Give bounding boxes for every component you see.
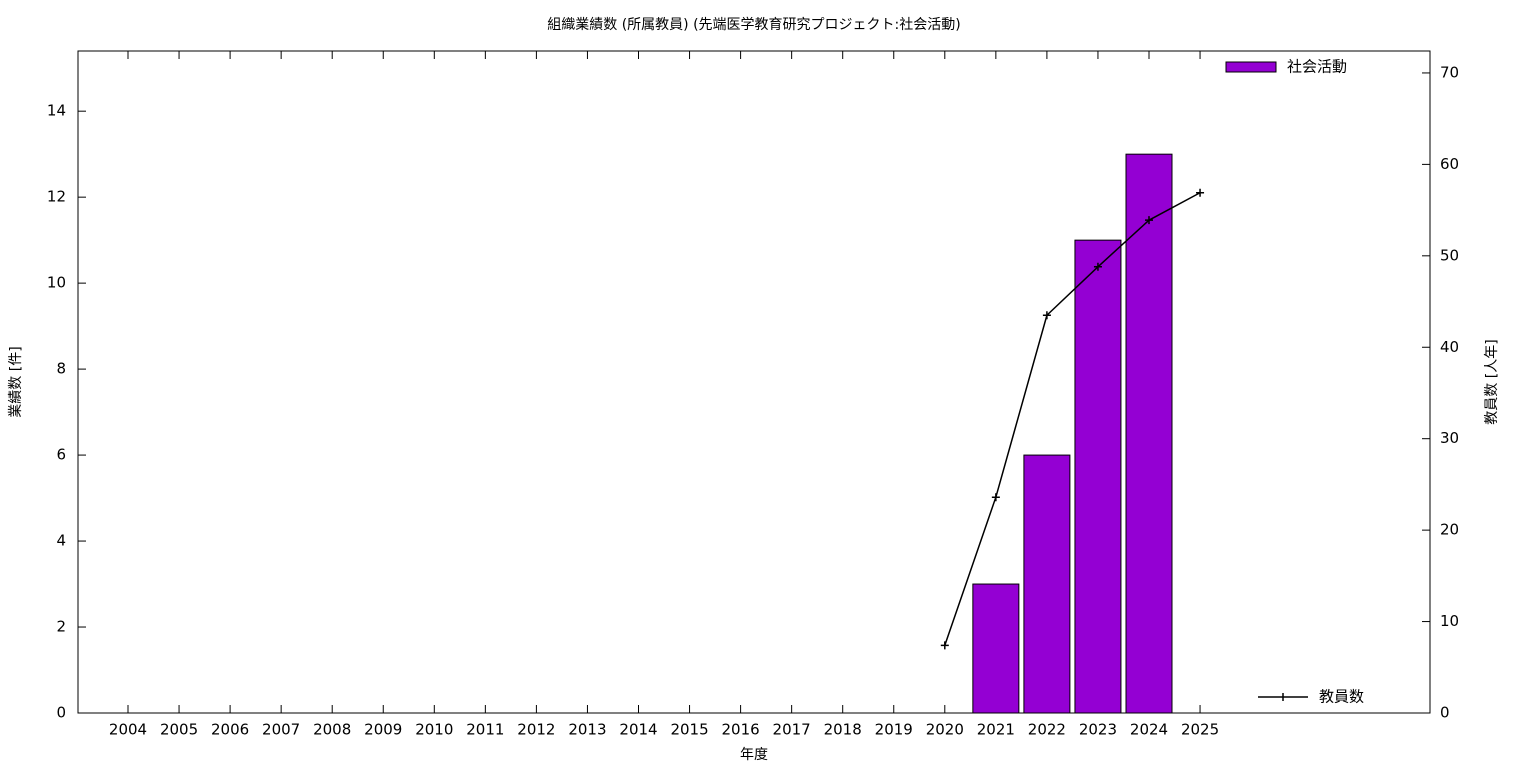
- x-tick-label: 2014: [619, 721, 657, 739]
- y2-tick-label: 60: [1440, 155, 1459, 173]
- y-tick-label: 6: [56, 446, 66, 464]
- x-tick-label: 2006: [211, 721, 249, 739]
- y-tick-label: 12: [47, 188, 66, 206]
- x-tick-label: 2017: [773, 721, 811, 739]
- y-tick-label: 8: [56, 360, 66, 378]
- legend-line: [1258, 693, 1308, 701]
- y-tick-label: 4: [56, 532, 66, 550]
- legend-label: 社会活動: [1287, 58, 1347, 76]
- point: [991, 493, 1000, 502]
- point: [1093, 262, 1102, 271]
- y-tick-label: 2: [56, 618, 66, 636]
- y2-tick-label: 40: [1440, 338, 1459, 356]
- y-tick-label: 0: [56, 704, 66, 722]
- x-tick-label: 2025: [1181, 721, 1219, 739]
- bar: [1125, 153, 1173, 714]
- legend-label: 教員数: [1319, 688, 1364, 706]
- y2-tick-label: 20: [1440, 521, 1459, 539]
- x-tick-label: 2013: [568, 721, 606, 739]
- y2-tick-label: 50: [1440, 246, 1459, 264]
- y2-tick-label: 30: [1440, 429, 1459, 447]
- point: [1196, 188, 1205, 197]
- bar: [1074, 239, 1122, 714]
- chart-title: 組織業績数 (所属教員) (先端医学教育研究プロジェクト:社会活動): [547, 17, 960, 33]
- bar: [1023, 454, 1071, 714]
- x-tick-label: 2011: [466, 721, 504, 739]
- point: [940, 641, 949, 650]
- x-tick-label: 2015: [670, 721, 708, 739]
- x-tick-label: 2018: [824, 721, 862, 739]
- x-tick-label: 2020: [926, 721, 964, 739]
- x-tick-label: 2008: [313, 721, 351, 739]
- x-tick-label: 2019: [875, 721, 913, 739]
- x-tick-label: 2023: [1079, 721, 1117, 739]
- legend-swatch: [1225, 61, 1277, 73]
- x-tick-label: 2005: [160, 721, 198, 739]
- y-tick-label: 14: [47, 102, 66, 120]
- x-tick-label: 2024: [1130, 721, 1168, 739]
- y2-tick-label: 0: [1440, 704, 1450, 722]
- x-tick-label: 2012: [517, 721, 555, 739]
- x-tick-label: 2004: [109, 721, 147, 739]
- x-tick-label: 2007: [262, 721, 300, 739]
- plot-frame: [77, 50, 1431, 714]
- point: [1042, 311, 1051, 320]
- y2-tick-label: 10: [1440, 612, 1459, 630]
- x-tick-label: 2010: [415, 721, 453, 739]
- bar: [972, 583, 1020, 714]
- y2-axis-label: 教員数 [人年]: [1484, 339, 1500, 424]
- y-tick-label: 10: [47, 274, 66, 292]
- x-tick-label: 2022: [1028, 721, 1066, 739]
- line: [944, 192, 1201, 646]
- y-axis-label: 業績数 [件]: [8, 346, 24, 417]
- x-tick-label: 2009: [364, 721, 402, 739]
- point: [1145, 216, 1153, 225]
- x-tick-label: 2016: [722, 721, 760, 739]
- y2-tick-label: 70: [1440, 63, 1459, 81]
- x-axis-label: 年度: [740, 747, 768, 763]
- x-tick-label: 2021: [977, 721, 1015, 739]
